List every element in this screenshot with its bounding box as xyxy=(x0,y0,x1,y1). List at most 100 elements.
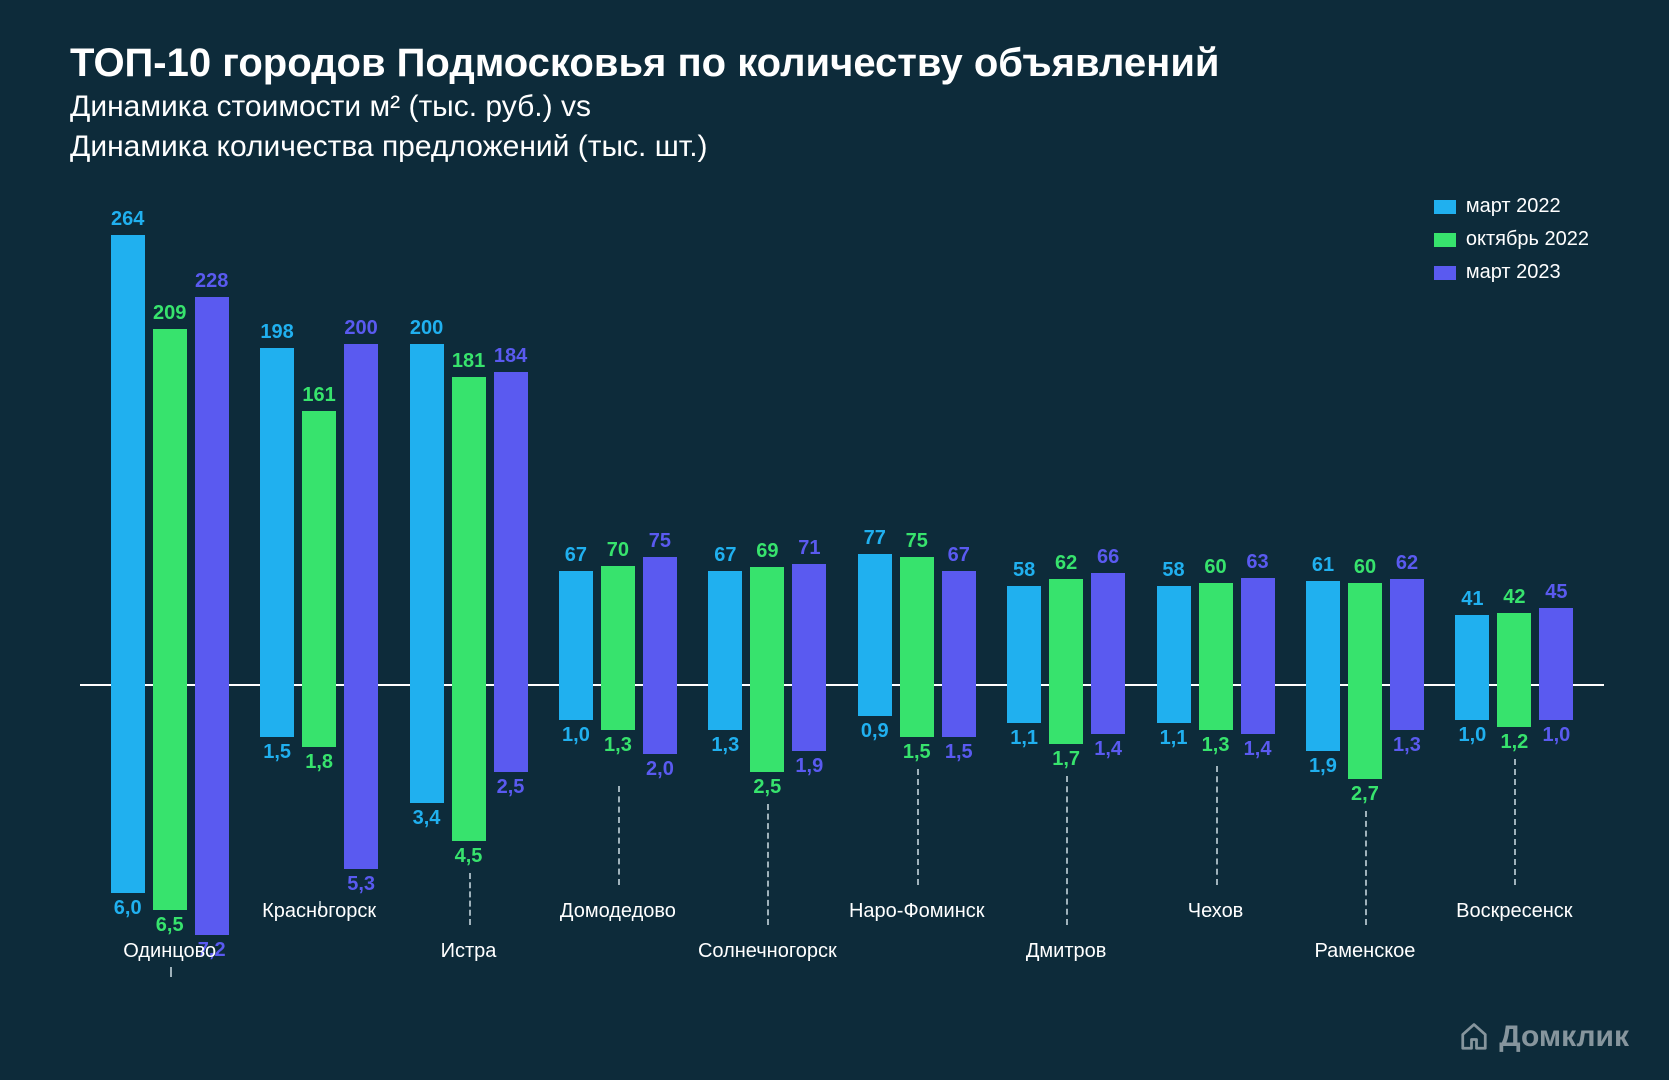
bar-down xyxy=(1091,685,1125,734)
bar-down xyxy=(260,685,294,737)
value-label-up: 198 xyxy=(260,321,293,344)
value-label-down: 5,3 xyxy=(347,873,375,896)
bar-up xyxy=(942,571,976,685)
value-label-up: 67 xyxy=(948,544,970,567)
bar-down xyxy=(858,685,892,716)
value-label-down: 1,0 xyxy=(562,724,590,747)
bar-down xyxy=(452,685,486,841)
legend-item: октябрь 2022 xyxy=(1434,228,1589,251)
category-tick xyxy=(917,769,919,885)
legend: март 2022 октябрь 2022 март 2023 xyxy=(1434,195,1589,284)
value-label-up: 67 xyxy=(714,544,736,567)
category-tick xyxy=(469,873,471,925)
value-label-up: 41 xyxy=(1461,588,1483,611)
legend-swatch xyxy=(1434,200,1456,214)
value-label-up: 75 xyxy=(649,530,671,553)
bar-up xyxy=(494,372,528,685)
category-label: Дмитров xyxy=(1026,940,1107,963)
value-label-down: 0,9 xyxy=(861,720,889,743)
bar-up xyxy=(344,344,378,685)
legend-swatch xyxy=(1434,266,1456,280)
bar-up xyxy=(452,377,486,685)
bar-down xyxy=(1348,685,1382,779)
bar-down xyxy=(708,685,742,730)
value-label-up: 209 xyxy=(153,302,186,325)
category-tick xyxy=(1216,766,1218,885)
value-label-down: 1,4 xyxy=(1244,738,1272,761)
value-label-down: 1,0 xyxy=(1542,724,1570,747)
value-label-down: 3,4 xyxy=(413,807,441,830)
bar-up xyxy=(1007,586,1041,685)
bar-up xyxy=(601,566,635,685)
chart-title: ТОП-10 городов Подмосковья по количеству… xyxy=(70,40,1599,86)
value-label-down: 1,1 xyxy=(1010,727,1038,750)
category-tick xyxy=(1514,759,1516,885)
value-label-down: 2,7 xyxy=(1351,783,1379,806)
bar-down xyxy=(1455,685,1489,720)
bar-down xyxy=(1241,685,1275,734)
bar-down xyxy=(153,685,187,910)
bar-up xyxy=(153,329,187,685)
value-label-up: 184 xyxy=(494,345,527,368)
value-label-up: 45 xyxy=(1545,581,1567,604)
bar-up xyxy=(1455,615,1489,685)
bar-down xyxy=(1539,685,1573,720)
bar-down xyxy=(1497,685,1531,727)
value-label-up: 161 xyxy=(302,384,335,407)
value-label-up: 60 xyxy=(1204,556,1226,579)
value-label-up: 264 xyxy=(111,208,144,231)
value-label-up: 58 xyxy=(1013,559,1035,582)
value-label-down: 1,3 xyxy=(1202,734,1230,757)
legend-label: март 2023 xyxy=(1466,261,1561,284)
value-label-down: 1,4 xyxy=(1094,738,1122,761)
value-label-down: 2,5 xyxy=(753,776,781,799)
value-label-up: 71 xyxy=(798,537,820,560)
brand-watermark: Домклик xyxy=(1459,1020,1629,1054)
bar-up xyxy=(1390,579,1424,685)
legend-swatch xyxy=(1434,233,1456,247)
bar-up xyxy=(111,235,145,685)
value-label-up: 200 xyxy=(410,317,443,340)
bar-up xyxy=(1306,581,1340,685)
value-label-up: 61 xyxy=(1312,554,1334,577)
bar-up xyxy=(195,297,229,685)
chart-subtitle-line1: Динамика стоимости м² (тыс. руб.) vs xyxy=(70,88,1599,126)
category-tick xyxy=(767,804,769,925)
value-label-down: 6,5 xyxy=(156,914,184,937)
bar-up xyxy=(708,571,742,685)
bar-up xyxy=(900,557,934,685)
legend-item: март 2022 xyxy=(1434,195,1589,218)
value-label-down: 1,5 xyxy=(945,741,973,764)
legend-label: март 2022 xyxy=(1466,195,1561,218)
bar-down xyxy=(643,685,677,754)
value-label-down: 1,0 xyxy=(1458,724,1486,747)
category-tick xyxy=(170,967,172,977)
bar-down xyxy=(750,685,784,772)
bar-down xyxy=(195,685,229,935)
bar-down xyxy=(1049,685,1083,744)
value-label-up: 62 xyxy=(1055,552,1077,575)
bar-up xyxy=(1091,573,1125,685)
value-label-down: 1,3 xyxy=(604,734,632,757)
category-label: Чехов xyxy=(1188,900,1244,923)
value-label-down: 2,0 xyxy=(646,758,674,781)
bar-up xyxy=(792,564,826,685)
value-label-down: 1,2 xyxy=(1500,731,1528,754)
value-label-down: 1,7 xyxy=(1052,748,1080,771)
value-label-up: 69 xyxy=(756,540,778,563)
category-label: Солнечногорск xyxy=(698,940,837,963)
bar-down xyxy=(494,685,528,772)
bar-down xyxy=(900,685,934,737)
bar-down xyxy=(942,685,976,737)
category-label: Раменское xyxy=(1314,940,1415,963)
bar-down xyxy=(792,685,826,751)
value-label-up: 58 xyxy=(1162,559,1184,582)
category-label: Красногорск xyxy=(262,900,376,923)
bar-down xyxy=(1306,685,1340,751)
bar-down xyxy=(1157,685,1191,723)
bar-down xyxy=(344,685,378,869)
bar-up xyxy=(1049,579,1083,685)
bar-up xyxy=(302,411,336,685)
bar-down xyxy=(601,685,635,730)
chart-subtitle-line2: Динамика количества предложений (тыс. шт… xyxy=(70,128,1599,166)
